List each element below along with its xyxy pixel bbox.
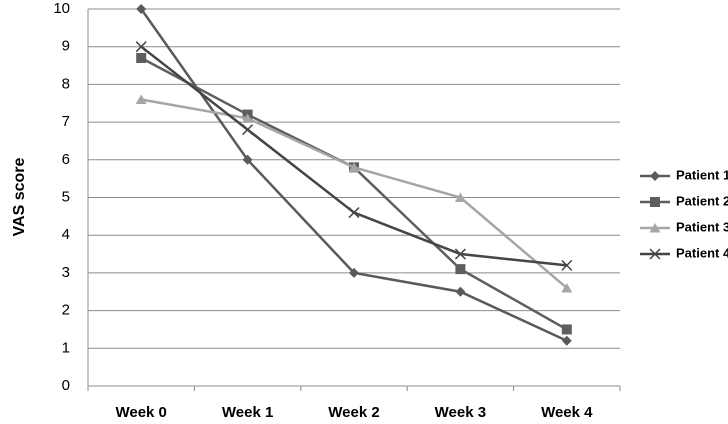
marker [561,259,573,271]
y-tick-label: 1 [62,339,70,356]
marker [136,53,147,64]
marker [650,171,660,181]
marker [349,267,359,278]
legend-label: Patient 3 [676,219,728,234]
x-tick-label: Week 2 [328,404,379,421]
marker [136,4,147,14]
legend-label: Patient 1 [676,167,728,182]
marker [561,324,572,335]
y-tick-label: 2 [62,302,70,319]
marker [650,197,660,207]
x-tick-label: Week 4 [541,404,593,421]
x-tick-label: Week 3 [435,404,486,421]
y-tick-label: 10 [53,0,70,17]
marker [649,223,661,233]
y-tick-label: 7 [62,113,70,130]
series-line [140,8,568,342]
marker [242,154,253,165]
marker [649,248,661,260]
y-tick-label: 4 [62,226,70,243]
x-tick-label: Week 1 [222,404,273,421]
y-tick-label: 9 [62,38,70,55]
marker [561,282,573,293]
marker [454,248,466,260]
marker [242,113,254,123]
marker [454,192,466,202]
y-tick-label: 0 [62,377,70,394]
marker [348,207,360,219]
y-axis-label: VAS score [11,157,28,236]
y-tick-label: 8 [62,75,70,92]
marker [135,41,147,53]
marker [561,335,572,346]
y-tick-label: 3 [62,264,70,281]
y-tick-label: 6 [62,151,70,168]
marker [455,286,466,297]
marker [135,94,147,104]
legend-label: Patient 4 [676,245,728,260]
marker [455,264,466,275]
legend-label: Patient 2 [676,193,728,208]
marker [242,124,254,136]
marker [348,162,360,172]
x-tick-label: Week 0 [115,404,166,421]
y-tick-label: 5 [62,188,70,205]
